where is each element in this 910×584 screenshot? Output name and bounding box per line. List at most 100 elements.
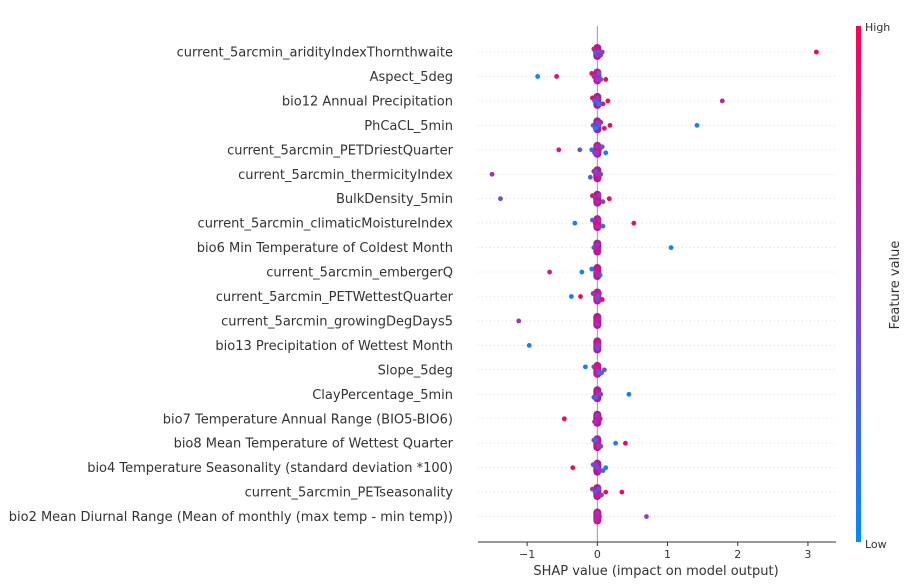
feature-label: current_5arcmin_climaticMoistureIndex bbox=[198, 217, 454, 232]
shap-point bbox=[593, 462, 599, 468]
shap-point bbox=[572, 220, 578, 226]
shap-point bbox=[578, 294, 583, 299]
shap-point bbox=[577, 147, 583, 153]
shap-point bbox=[596, 416, 602, 422]
feature-label: current_5arcmin_embergerQ bbox=[266, 266, 453, 281]
colorbar bbox=[856, 26, 861, 542]
shap-point bbox=[694, 122, 700, 128]
shap-point bbox=[596, 443, 602, 449]
feature-label: bio2 Mean Diurnal Range (Mean of monthly… bbox=[9, 510, 453, 525]
shap-point bbox=[631, 220, 637, 226]
shap-point bbox=[590, 193, 595, 199]
shap-point bbox=[593, 437, 599, 443]
shap-point bbox=[594, 318, 600, 324]
shap-point bbox=[598, 77, 604, 82]
shap-point bbox=[601, 367, 607, 373]
feature-label: bio4 Temperature Seasonality (standard d… bbox=[87, 461, 453, 476]
feature-label: bio12 Annual Precipitation bbox=[282, 94, 453, 109]
shap-point bbox=[600, 223, 606, 229]
shap-point bbox=[597, 147, 602, 153]
feature-label: current_5arcmin_growingDegDays5 bbox=[221, 314, 453, 329]
shap-point bbox=[594, 196, 600, 202]
shap-point bbox=[595, 248, 601, 254]
shap-point bbox=[594, 220, 600, 226]
shap-point bbox=[606, 196, 612, 202]
shap-point bbox=[596, 343, 602, 348]
feature-label: bio13 Precipitation of Wettest Month bbox=[215, 339, 453, 354]
colorbar-title: Feature value bbox=[888, 241, 903, 330]
shap-point bbox=[547, 269, 552, 275]
shap-point bbox=[554, 74, 560, 79]
shap-point bbox=[590, 217, 595, 223]
shap-point bbox=[579, 269, 585, 275]
shap-point bbox=[498, 196, 503, 202]
shap-point bbox=[595, 266, 601, 272]
shap-point bbox=[596, 122, 602, 128]
shap-point bbox=[589, 266, 595, 272]
shap-point bbox=[593, 168, 599, 174]
x-axis-label: SHAP value (impact on model output) bbox=[533, 564, 778, 579]
shap-point bbox=[535, 74, 541, 79]
shap-point bbox=[644, 514, 649, 519]
shap-point bbox=[593, 394, 599, 400]
feature-label: PhCaCL_5min bbox=[364, 119, 453, 134]
shap-point bbox=[594, 150, 600, 156]
shap-point bbox=[594, 272, 600, 278]
x-tick-label: 2 bbox=[734, 548, 741, 561]
x-axis-ticks: −1 0 1 2 3 bbox=[519, 542, 811, 561]
shap-point bbox=[600, 199, 606, 205]
shap-point bbox=[594, 364, 600, 370]
shap-point bbox=[813, 49, 819, 55]
shap-point bbox=[592, 125, 598, 131]
feature-rows: current_5arcmin_aridityIndexThornthwaite… bbox=[9, 46, 836, 525]
shap-point bbox=[719, 98, 725, 104]
shap-point bbox=[597, 171, 602, 177]
shap-point bbox=[623, 440, 628, 446]
feature-label: bio8 Mean Temperature of Wettest Quarter bbox=[174, 437, 454, 452]
x-tick-label: 0 bbox=[594, 548, 601, 561]
shap-point bbox=[596, 391, 602, 397]
feature-label: Aspect_5deg bbox=[370, 70, 453, 85]
feature-label: current_5arcmin_thermicityIndex bbox=[238, 168, 453, 183]
colorbar-high-label: High bbox=[865, 21, 890, 34]
shap-point bbox=[607, 122, 613, 128]
shap-point bbox=[556, 147, 562, 153]
x-tick-label: −1 bbox=[519, 548, 535, 561]
shap-point bbox=[561, 416, 567, 422]
x-tick-label: 3 bbox=[804, 548, 811, 561]
shap-point bbox=[599, 144, 605, 150]
shap-point bbox=[603, 77, 609, 82]
shap-point bbox=[613, 440, 618, 446]
feature-label: ClayPercentage_5min bbox=[312, 388, 453, 403]
shap-point bbox=[590, 291, 596, 296]
shap-point bbox=[589, 147, 595, 153]
shap-point bbox=[595, 514, 601, 519]
shap-point bbox=[568, 294, 574, 299]
feature-label: current_5arcmin_PETseasonality bbox=[245, 486, 454, 501]
shap-point bbox=[590, 486, 595, 492]
shap-point bbox=[516, 318, 522, 324]
colorbar-low-label: Low bbox=[865, 538, 887, 551]
shap-point bbox=[583, 364, 588, 370]
shap-point bbox=[594, 77, 600, 82]
feature-label: BulkDensity_5min bbox=[336, 192, 453, 207]
shap-point bbox=[593, 419, 599, 425]
shap-point bbox=[626, 391, 632, 397]
shap-point bbox=[605, 98, 611, 104]
x-tick-label: 1 bbox=[664, 548, 671, 561]
shap-point bbox=[596, 486, 602, 492]
shap-point bbox=[596, 101, 602, 107]
shap-point bbox=[603, 489, 609, 495]
shap-point bbox=[570, 465, 576, 471]
shap-point bbox=[668, 245, 674, 251]
shap-point bbox=[595, 294, 601, 299]
feature-label: current_5arcmin_aridityIndexThornthwaite bbox=[177, 46, 453, 61]
feature-label: current_5arcmin_PETWettestQuarter bbox=[216, 290, 454, 305]
shap-point bbox=[599, 297, 605, 302]
feature-label: bio7 Temperature Annual Range (BIO5-BIO6… bbox=[163, 412, 453, 427]
shap-point bbox=[526, 343, 532, 348]
feature-label: Slope_5deg bbox=[378, 363, 453, 378]
shap-point bbox=[619, 489, 625, 495]
shap-point bbox=[596, 71, 602, 76]
